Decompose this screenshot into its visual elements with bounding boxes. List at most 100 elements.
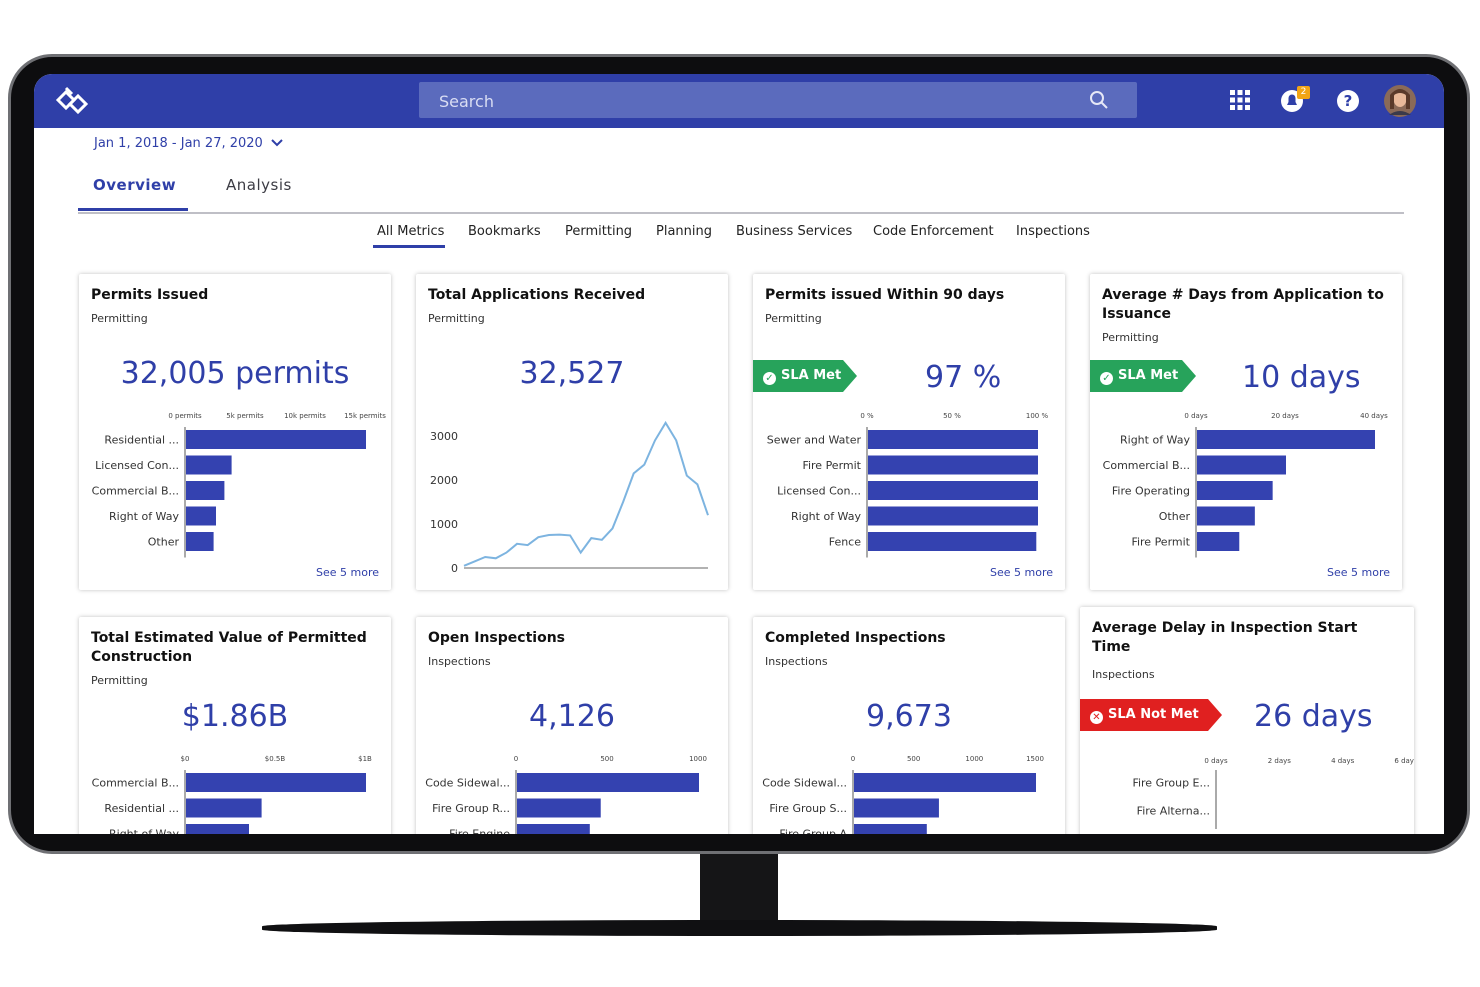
card-value: $1.86B [181, 699, 289, 734]
card-title: Completed Inspections [765, 630, 946, 646]
axis-tick-label: 1000 [965, 755, 983, 763]
category-label: Fire Permit [1131, 535, 1190, 548]
card-subtitle: Inspections [1092, 668, 1155, 681]
bar[interactable] [1197, 532, 1240, 551]
sla-label: SLA Not Met [1108, 707, 1199, 722]
bar-chart: 0 % 50 % 100 % Sewer and Water Fire Permit Li… [767, 412, 1048, 558]
card-subtitle: Permitting [765, 312, 822, 325]
category-label: Fire Group S... [769, 802, 847, 815]
bar[interactable] [186, 506, 216, 526]
help-icon[interactable]: ? [1336, 89, 1360, 113]
card-value: 10 days [1242, 360, 1361, 395]
bar[interactable] [1197, 455, 1286, 475]
bar[interactable] [186, 455, 232, 475]
bar[interactable] [854, 773, 1036, 792]
category-label: Residential ... [104, 433, 179, 446]
bar[interactable] [186, 430, 366, 449]
axis-tick-label: 0 [514, 755, 518, 763]
bar[interactable] [868, 532, 1037, 551]
subtab-all-metrics[interactable]: All Metrics [377, 224, 445, 239]
bar[interactable] [186, 481, 225, 500]
bar[interactable] [1197, 430, 1375, 449]
card-value: 32,527 [519, 356, 625, 391]
bar[interactable] [517, 773, 699, 792]
monitor-stand-base [262, 920, 1217, 936]
category-label: Commercial B... [92, 776, 179, 789]
apps-grid-icon[interactable] [1228, 88, 1252, 112]
bar[interactable] [1197, 481, 1273, 500]
bar[interactable] [868, 430, 1038, 449]
search-icon[interactable] [1089, 90, 1109, 110]
bar[interactable] [868, 506, 1038, 526]
date-range-picker[interactable]: Jan 1, 2018 - Jan 27, 2020 [94, 136, 283, 151]
line-chart: 3000 2000 1000 0 [430, 420, 709, 575]
screen: Search 2 ? [34, 74, 1444, 834]
see-more-link[interactable]: See 5 more [989, 566, 1053, 579]
axis-tick-label: 15k permits [344, 412, 386, 420]
subtab-permitting[interactable]: Permitting [565, 224, 633, 239]
category-label: Fire Group A [779, 827, 847, 834]
axis-tick-label: 50 % [943, 412, 961, 420]
user-avatar[interactable] [1384, 85, 1416, 117]
subtab-planning[interactable]: Planning [656, 224, 712, 239]
card-title: Permits Issued [91, 287, 209, 303]
axis-tick-label: 20 days [1271, 412, 1299, 420]
card-subtitle: Inspections [428, 655, 491, 668]
subtab-inspections[interactable]: Inspections [1016, 224, 1090, 239]
subtab-bookmarks[interactable]: Bookmarks [468, 224, 541, 239]
axis-tick-label: 0 permits [168, 412, 202, 420]
category-label: Other [148, 535, 180, 548]
axis-tick-label: 1000 [689, 755, 707, 763]
bar[interactable] [186, 532, 214, 551]
notifications-button[interactable]: 2 [1280, 86, 1310, 114]
bar-chart: 0 500 1000 1500 Code Sidewal... Fire Group S.… [762, 755, 1044, 834]
see-more-link[interactable]: See 5 more [1326, 566, 1390, 579]
card-completed-inspections[interactable]: Completed Inspections Inspections 9,673 … [753, 617, 1065, 834]
card-title: Total Applications Received [428, 287, 646, 303]
bar[interactable] [517, 798, 601, 818]
bar[interactable] [517, 824, 590, 834]
bar[interactable] [1197, 506, 1255, 526]
card-average-days-to-issuance[interactable]: Average # Days from Application to Issua… [1090, 274, 1402, 590]
card-permits-issued[interactable]: Permits Issued Permitting 32,005 permits… [79, 274, 391, 590]
search-bar[interactable]: Search [419, 82, 1137, 118]
tab-overview[interactable]: Overview [93, 176, 177, 194]
card-open-inspections[interactable]: Open Inspections Inspections 4,126 0 500 1… [416, 617, 728, 834]
axis-tick-label: 4 days [1331, 757, 1355, 765]
date-range-label: Jan 1, 2018 - Jan 27, 2020 [94, 136, 263, 151]
tab-analysis[interactable]: Analysis [226, 176, 292, 194]
bar[interactable] [868, 481, 1038, 500]
subtab-code-enforcement[interactable]: Code Enforcement [873, 224, 994, 239]
active-tab-indicator [78, 208, 188, 211]
card-total-estimated-value[interactable]: Total Estimated Value of Permitted Const… [79, 617, 391, 834]
bar[interactable] [868, 455, 1038, 475]
bar[interactable] [854, 824, 927, 834]
bar[interactable] [186, 824, 249, 834]
axis-tick-label: 5k permits [226, 412, 264, 420]
see-more-link[interactable]: See 5 more [315, 566, 379, 579]
subtab-business-services[interactable]: Business Services [736, 224, 853, 239]
search-input[interactable]: Search [439, 92, 494, 111]
card-value: 26 days [1254, 699, 1373, 734]
axis-tick-label: 0 [851, 755, 855, 763]
card-average-inspection-delay[interactable]: Average Delay in Inspection Start Time I… [1080, 607, 1414, 834]
app-logo-icon[interactable] [52, 82, 90, 120]
category-label: Commercial B... [1103, 459, 1190, 472]
notification-badge: 2 [1297, 86, 1310, 99]
bar[interactable] [186, 773, 366, 792]
bar[interactable] [186, 798, 262, 818]
axis-tick-label: 40 days [1360, 412, 1388, 420]
bar[interactable] [854, 798, 939, 818]
card-permits-within-90-days[interactable]: Permits issued Within 90 days Permitting… [753, 274, 1065, 590]
card-value: 9,673 [866, 699, 952, 734]
axis-tick-label: 500 [600, 755, 613, 763]
monitor-stand-neck [700, 854, 778, 920]
sla-not-met-badge: ✕ SLA Not Met [1080, 699, 1222, 731]
card-subtitle: Inspections [765, 655, 828, 668]
card-title: Permits issued Within 90 days [765, 287, 1005, 303]
check-circle-icon: ✓ [763, 372, 776, 385]
card-value: 4,126 [529, 699, 615, 734]
card-total-applications[interactable]: Total Applications Received Permitting 3… [416, 274, 728, 590]
category-label: Right of Way [1120, 433, 1190, 446]
category-label: Fire Operating [1112, 484, 1190, 497]
